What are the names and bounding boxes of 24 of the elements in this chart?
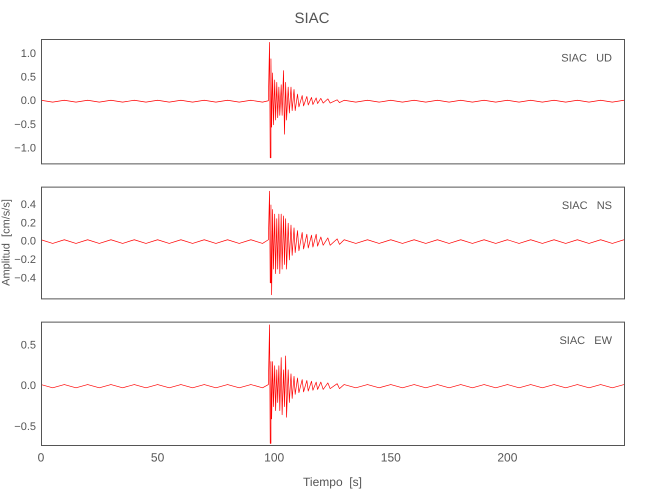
y-tick-label: −0.2 <box>14 254 36 266</box>
y-tick-label: 1.0 <box>20 48 36 60</box>
x-tick-label: 150 <box>380 450 402 465</box>
y-tick-label: 0.0 <box>20 95 36 108</box>
annotation: SIAC UD <box>561 52 612 65</box>
y-tick-label: 0.5 <box>20 72 36 84</box>
x-tick-label: 100 <box>264 450 285 465</box>
y-tick-label: 0.5 <box>20 339 36 352</box>
y-axis-title: Amplitud [cm/s/s] <box>0 199 13 286</box>
x-tick-label: 0 <box>38 450 45 465</box>
x-axis-title: Tiempo [s] <box>303 475 362 490</box>
y-tick-label: −0.5 <box>14 421 36 434</box>
y-tick-label: 0.2 <box>20 217 36 230</box>
y-tick-label: −0.4 <box>14 272 36 284</box>
y-tick-label: −0.5 <box>14 118 36 131</box>
annotation: SIAC EW <box>559 335 613 348</box>
y-tick-label: 0.0 <box>20 380 36 392</box>
y-tick-label: 0.4 <box>20 198 36 211</box>
x-tick-label: 50 <box>150 450 165 465</box>
y-tick-label: −1.0 <box>14 142 36 154</box>
y-tick-label: 0.0 <box>20 236 36 248</box>
x-tick-label: 200 <box>497 450 518 465</box>
chart-title: SIAC <box>294 10 330 28</box>
annotation: SIAC NS <box>562 200 612 212</box>
